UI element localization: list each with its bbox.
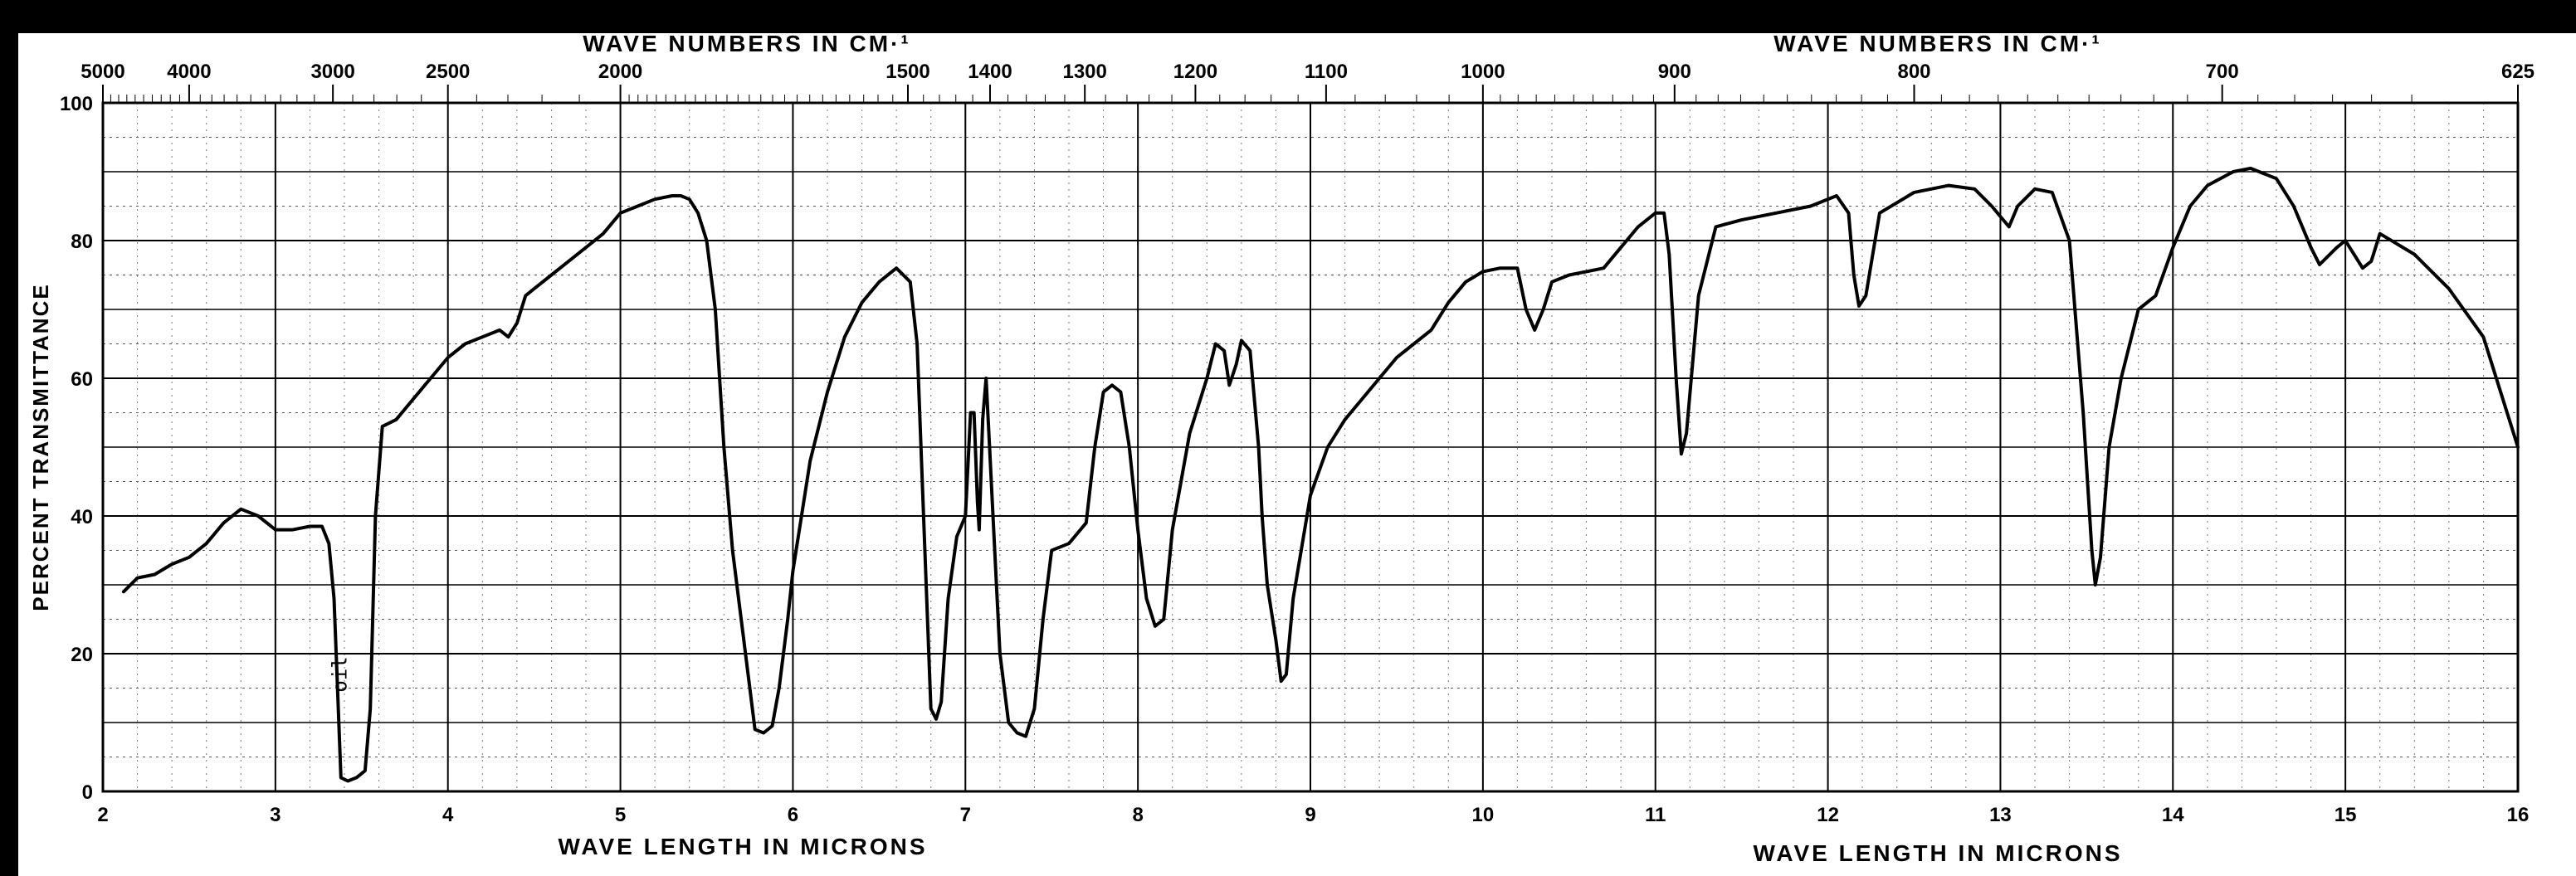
wavenumber-tick-label: 3000 bbox=[310, 61, 354, 83]
wavenumber-tick-label: 900 bbox=[1658, 61, 1691, 83]
wavelength-tick-label: 7 bbox=[960, 804, 971, 826]
wavenumber-tick-label: 800 bbox=[1897, 61, 1930, 83]
top-axis-label-right: WAVE NUMBERS IN CM·¹ bbox=[1773, 31, 2101, 56]
transmittance-tick-labels: 0 20 40 60 80 100 bbox=[60, 93, 93, 804]
transmittance-tick-label: 80 bbox=[71, 231, 93, 253]
wavelength-tick-label: 4 bbox=[442, 804, 454, 826]
wavenumber-tick-marks bbox=[102, 85, 2519, 103]
wavenumber-tick-label: 1500 bbox=[886, 61, 929, 83]
wavenumber-tick-label: 700 bbox=[2206, 61, 2239, 83]
wavenumber-tick-label: 1400 bbox=[968, 61, 1012, 83]
wavelength-tick-label: 16 bbox=[2507, 804, 2530, 826]
transmittance-tick-label: 0 bbox=[82, 781, 93, 804]
wavenumber-tick-label: 1100 bbox=[1305, 61, 1348, 83]
wavelength-tick-label: 10 bbox=[1472, 804, 1495, 826]
transmittance-tick-label: 40 bbox=[71, 506, 93, 528]
left-black-band bbox=[0, 33, 18, 876]
transmittance-tick-label: 20 bbox=[71, 644, 93, 666]
wavelength-tick-label: 3 bbox=[270, 804, 281, 826]
wavelength-tick-label: 12 bbox=[1817, 804, 1839, 826]
wavelength-tick-label: 11 bbox=[1645, 804, 1666, 826]
wavelength-tick-label: 8 bbox=[1132, 804, 1143, 826]
wavelength-tick-label: 6 bbox=[788, 804, 798, 826]
wavenumber-tick-label: 1000 bbox=[1461, 61, 1505, 83]
transmittance-tick-label: 60 bbox=[71, 368, 93, 391]
wavelength-tick-label: 13 bbox=[1989, 804, 2012, 826]
spectrum-line bbox=[121, 166, 2520, 783]
wavenumber-tick-label: 1200 bbox=[1173, 61, 1217, 83]
transmittance-tick-label: 100 bbox=[60, 93, 93, 115]
wavelength-tick-label: 5 bbox=[615, 804, 626, 826]
bottom-axis-label-left: WAVE LENGTH IN MICRONS bbox=[558, 834, 927, 859]
wavenumber-tick-label: 625 bbox=[2501, 61, 2535, 83]
wavenumber-tick-label: 5000 bbox=[80, 61, 124, 83]
wavenumber-tick-label: 1300 bbox=[1062, 61, 1106, 83]
wavelength-tick-label: 14 bbox=[2162, 804, 2184, 826]
oil-annotation: oil bbox=[328, 656, 351, 692]
y-axis-label: PERCENT TRANSMITTANCE bbox=[28, 283, 53, 611]
wavelength-tick-labels: 2 3 4 5 6 7 8 9 10 11 12 13 14 15 16 bbox=[97, 804, 2529, 826]
wavelength-tick-label: 15 bbox=[2334, 804, 2357, 826]
wavenumber-tick-labels: 5000 4000 3000 2500 2000 1500 1400 1300 1200 1100… bbox=[80, 61, 2535, 83]
wavenumber-tick-label: 2500 bbox=[426, 61, 470, 83]
top-axis-label-left: WAVE NUMBERS IN CM·¹ bbox=[583, 31, 910, 56]
top-black-band bbox=[0, 0, 2576, 33]
wavenumber-tick-label: 2000 bbox=[598, 61, 642, 83]
wavenumber-tick-label: 4000 bbox=[167, 61, 211, 83]
bottom-axis-label-right: WAVE LENGTH IN MICRONS bbox=[1753, 840, 2122, 866]
wavelength-tick-label: 9 bbox=[1305, 804, 1315, 826]
wavelength-tick-label: 2 bbox=[97, 804, 108, 826]
